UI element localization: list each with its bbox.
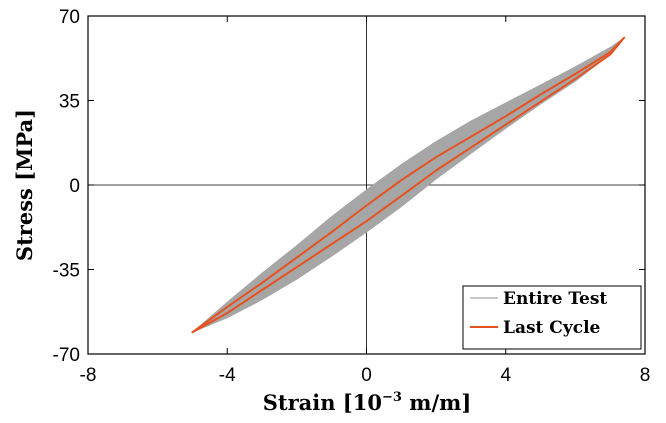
x-axis-label-tail: m/m] (402, 390, 471, 415)
y-tick-label: -35 (53, 261, 80, 282)
x-axis-label: Strain [10−3 m/m] (263, 390, 472, 415)
y-tick-label: 35 (59, 92, 80, 113)
x-tick-label: 4 (500, 365, 511, 386)
y-axis-label: Stress [MPa] (12, 109, 37, 261)
y-tick-label: -70 (53, 345, 80, 366)
y-axis-ticks: -70 -35 0 35 70 (53, 7, 645, 366)
x-tick-label: -8 (80, 365, 97, 386)
x-axis-label-base: Strain [10 (263, 390, 382, 415)
legend-label-entire-test: Entire Test (503, 289, 607, 309)
x-tick-label: 0 (361, 365, 372, 386)
legend-label-last-cycle: Last Cycle (503, 318, 601, 338)
y-tick-label: 0 (69, 176, 80, 197)
legend: Entire Test Last Cycle (462, 285, 642, 350)
series-last-cycle-line (191, 36, 626, 334)
x-tick-label: -4 (219, 365, 236, 386)
x-axis-ticks: -8 -4 0 4 8 (80, 16, 651, 386)
legend-box (462, 285, 642, 350)
y-tick-label: 70 (59, 7, 80, 28)
x-tick-label: 8 (640, 365, 651, 386)
x-axis-label-exponent: −3 (382, 390, 402, 405)
